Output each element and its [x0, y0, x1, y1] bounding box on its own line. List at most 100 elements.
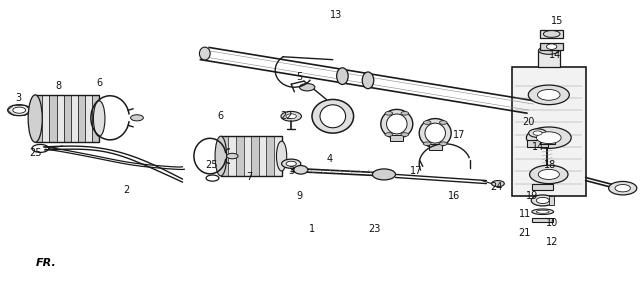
Text: 5: 5	[296, 72, 303, 81]
Bar	[251, 136, 259, 176]
Text: 1: 1	[309, 225, 316, 234]
Circle shape	[32, 144, 49, 152]
Bar	[540, 140, 555, 144]
Circle shape	[609, 181, 637, 195]
Circle shape	[401, 111, 408, 115]
Text: 25: 25	[205, 160, 218, 170]
Circle shape	[424, 121, 431, 124]
Ellipse shape	[93, 101, 105, 136]
Bar	[92, 95, 99, 142]
Ellipse shape	[532, 209, 554, 215]
Bar	[259, 136, 266, 176]
Text: 20: 20	[522, 118, 535, 127]
Circle shape	[286, 161, 296, 166]
Circle shape	[527, 127, 572, 148]
Circle shape	[385, 133, 392, 136]
Circle shape	[281, 111, 301, 121]
Bar	[532, 218, 553, 222]
Ellipse shape	[200, 47, 210, 60]
Ellipse shape	[425, 123, 445, 143]
Ellipse shape	[387, 114, 407, 134]
Text: 7: 7	[246, 173, 253, 182]
Bar	[540, 30, 563, 38]
Circle shape	[533, 131, 542, 135]
Circle shape	[440, 121, 447, 124]
Circle shape	[8, 105, 31, 116]
Circle shape	[536, 132, 561, 144]
Bar	[266, 136, 274, 176]
Text: 18: 18	[544, 160, 557, 170]
Text: 10: 10	[545, 218, 558, 228]
Text: 24: 24	[490, 182, 502, 192]
Ellipse shape	[538, 47, 559, 54]
Circle shape	[529, 85, 570, 105]
Bar	[221, 136, 228, 176]
Bar	[512, 67, 586, 196]
Circle shape	[13, 107, 26, 113]
Ellipse shape	[381, 110, 413, 138]
Text: 11: 11	[518, 209, 531, 219]
Circle shape	[131, 115, 143, 121]
Circle shape	[529, 129, 547, 137]
Text: 14: 14	[549, 50, 562, 60]
Text: 22: 22	[280, 111, 293, 121]
Circle shape	[531, 195, 554, 206]
Ellipse shape	[362, 72, 374, 89]
Text: 25: 25	[29, 148, 42, 158]
Ellipse shape	[547, 44, 557, 50]
Text: 23: 23	[368, 225, 381, 234]
Circle shape	[492, 181, 504, 187]
Text: 12: 12	[545, 237, 558, 247]
Text: 6: 6	[218, 111, 224, 121]
Bar	[63, 95, 71, 142]
Text: 8: 8	[56, 81, 62, 91]
Ellipse shape	[215, 136, 227, 176]
Circle shape	[530, 165, 568, 184]
Circle shape	[286, 114, 296, 119]
Bar	[527, 140, 548, 147]
Circle shape	[206, 175, 219, 181]
Bar	[538, 50, 560, 67]
Ellipse shape	[543, 31, 560, 37]
Bar	[390, 135, 403, 141]
Bar	[56, 95, 63, 142]
Bar	[35, 95, 99, 142]
Circle shape	[372, 169, 396, 180]
Text: 3: 3	[288, 166, 294, 176]
Text: 3: 3	[15, 93, 21, 103]
Circle shape	[538, 89, 560, 100]
Ellipse shape	[294, 166, 308, 174]
Ellipse shape	[536, 210, 549, 213]
Text: 17: 17	[410, 166, 422, 176]
Bar	[540, 43, 563, 50]
Text: 19: 19	[526, 191, 539, 201]
Text: 15: 15	[550, 17, 563, 26]
Ellipse shape	[337, 68, 348, 84]
Circle shape	[615, 185, 630, 192]
Bar	[71, 95, 78, 142]
Bar	[78, 95, 85, 142]
Bar	[228, 136, 236, 176]
Circle shape	[440, 142, 447, 146]
Text: 9: 9	[296, 191, 303, 201]
Circle shape	[401, 133, 408, 136]
Bar	[532, 184, 553, 190]
Ellipse shape	[28, 95, 42, 142]
Text: 17: 17	[453, 130, 466, 140]
Text: 16: 16	[448, 191, 461, 201]
Text: 6: 6	[96, 78, 102, 88]
Text: 4: 4	[326, 154, 333, 164]
Bar	[236, 136, 244, 176]
Text: 2: 2	[124, 185, 130, 195]
Circle shape	[424, 142, 431, 146]
Bar	[244, 136, 252, 176]
Text: 14: 14	[531, 142, 544, 152]
Circle shape	[282, 159, 301, 168]
Circle shape	[385, 111, 393, 115]
Text: 21: 21	[518, 228, 531, 237]
Ellipse shape	[320, 105, 346, 128]
Bar	[274, 136, 282, 176]
Circle shape	[538, 170, 559, 179]
Circle shape	[536, 197, 549, 203]
Bar	[85, 95, 92, 142]
